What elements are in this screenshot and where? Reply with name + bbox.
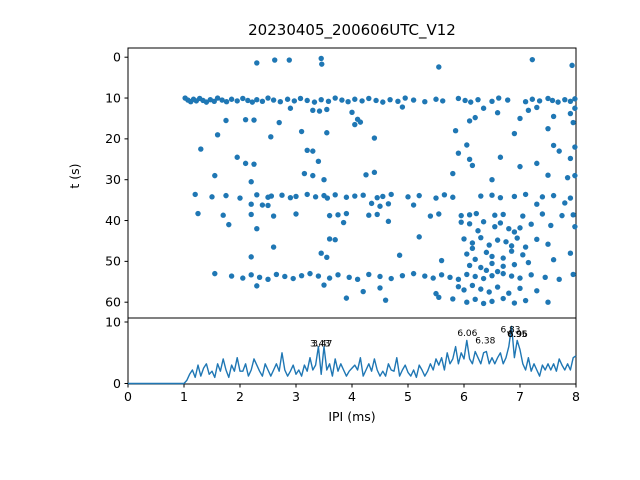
svg-text:0: 0 bbox=[113, 376, 121, 391]
svg-text:5: 5 bbox=[404, 389, 412, 404]
svg-text:7: 7 bbox=[516, 389, 524, 404]
scatter-points bbox=[182, 55, 578, 307]
peak-annotation: 6.83 bbox=[500, 325, 520, 335]
svg-text:50: 50 bbox=[105, 254, 121, 269]
peak-annotation: 6.06 bbox=[457, 329, 477, 339]
svg-text:0: 0 bbox=[113, 50, 121, 65]
scatter-y-ticks: 0 10 20 30 40 50 60 bbox=[105, 50, 128, 309]
svg-text:3: 3 bbox=[292, 389, 300, 404]
peak-annotation: 6.96 bbox=[508, 330, 528, 340]
x-axis-label: IPI (ms) bbox=[328, 409, 376, 424]
svg-text:1: 1 bbox=[180, 389, 188, 404]
hist-y-ticks: 0 10 bbox=[105, 314, 128, 391]
svg-text:4: 4 bbox=[348, 389, 356, 404]
svg-text:6: 6 bbox=[460, 389, 468, 404]
peak-annotation: 6.38 bbox=[475, 337, 495, 347]
svg-text:60: 60 bbox=[105, 294, 121, 309]
ipi-histogram-line bbox=[128, 325, 577, 385]
peak-annotation: 6.95 bbox=[507, 330, 527, 340]
svg-text:10: 10 bbox=[105, 314, 121, 329]
svg-text:40: 40 bbox=[105, 213, 121, 228]
peak-annotation: 3.47 bbox=[312, 340, 332, 350]
svg-text:10: 10 bbox=[105, 90, 121, 105]
peak-annotations: 3.433.47 6.066.38 6.836.956.96 bbox=[310, 325, 528, 349]
svg-text:30: 30 bbox=[105, 172, 121, 187]
svg-text:2: 2 bbox=[236, 389, 244, 404]
svg-text:8: 8 bbox=[572, 389, 580, 404]
svg-text:20: 20 bbox=[105, 131, 121, 146]
x-ticks: 0 1 2 3 4 5 6 7 8 bbox=[124, 384, 580, 404]
svg-text:0: 0 bbox=[124, 389, 132, 404]
peak-annotation: 3.43 bbox=[310, 340, 330, 350]
chart-title: 20230405_200606UTC_V12 bbox=[248, 21, 456, 39]
